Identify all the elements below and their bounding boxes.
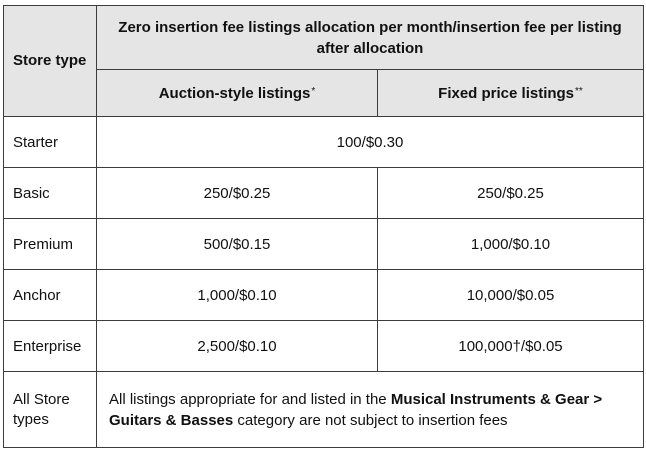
auction-style-label: Auction-style listings (158, 84, 311, 102)
allocation-header: Zero insertion fee listings allocation p… (96, 5, 644, 70)
fixed-price-header: Fixed price listings** (377, 69, 644, 117)
guitar-exemption-note: All listings appropriate for and listed … (96, 371, 644, 448)
combined-fee-cell: 100/$0.30 (96, 116, 644, 168)
table-row: Enterprise 2,500/$0.10 100,000†/$0.05 (3, 320, 644, 372)
all-store-types-row: All Store types All listings appropriate… (3, 371, 644, 448)
table-subheader-row: Auction-style listings* Fixed price list… (4, 69, 644, 117)
store-type-cell: Starter (3, 116, 97, 168)
auction-fee-cell: 250/$0.25 (96, 167, 378, 219)
all-store-types-cell: All Store types (3, 371, 97, 448)
store-type-header: Store type (3, 5, 97, 117)
store-type-cell: Basic (3, 167, 97, 219)
fixed-fee-cell: 10,000/$0.05 (377, 269, 644, 321)
auction-fee-cell: 1,000/$0.10 (96, 269, 378, 321)
table-header-row: Store type Zero insertion fee listings a… (3, 5, 644, 117)
fixed-price-label: Fixed price listings (438, 84, 575, 102)
table-row: Anchor 1,000/$0.10 10,000/$0.05 (3, 269, 644, 321)
note-text-start: All listings appropriate for and listed … (109, 390, 391, 408)
fixed-footnote-mark: ** (575, 85, 583, 97)
note-text-end: category are not subject to insertion fe… (233, 411, 508, 429)
auction-style-header: Auction-style listings* (96, 69, 378, 117)
fixed-fee-cell: 100,000†/$0.05 (377, 320, 644, 372)
store-type-cell: Enterprise (3, 320, 97, 372)
store-fee-table: Store type Zero insertion fee listings a… (3, 5, 644, 448)
fixed-fee-cell: 250/$0.25 (377, 167, 644, 219)
auction-footnote-mark: * (311, 85, 316, 97)
note-category-name: Musical Instruments & Gear > Guitars & B… (109, 390, 603, 429)
auction-fee-cell: 2,500/$0.10 (96, 320, 378, 372)
table-row: Starter 100/$0.30 (3, 116, 644, 168)
table-row: Basic 250/$0.25 250/$0.25 (3, 167, 644, 219)
auction-fee-cell: 500/$0.15 (96, 218, 378, 270)
table-row: Premium 500/$0.15 1,000/$0.10 (3, 218, 644, 270)
store-type-cell: Premium (3, 218, 97, 270)
store-type-cell: Anchor (3, 269, 97, 321)
fixed-fee-cell: 1,000/$0.10 (377, 218, 644, 270)
